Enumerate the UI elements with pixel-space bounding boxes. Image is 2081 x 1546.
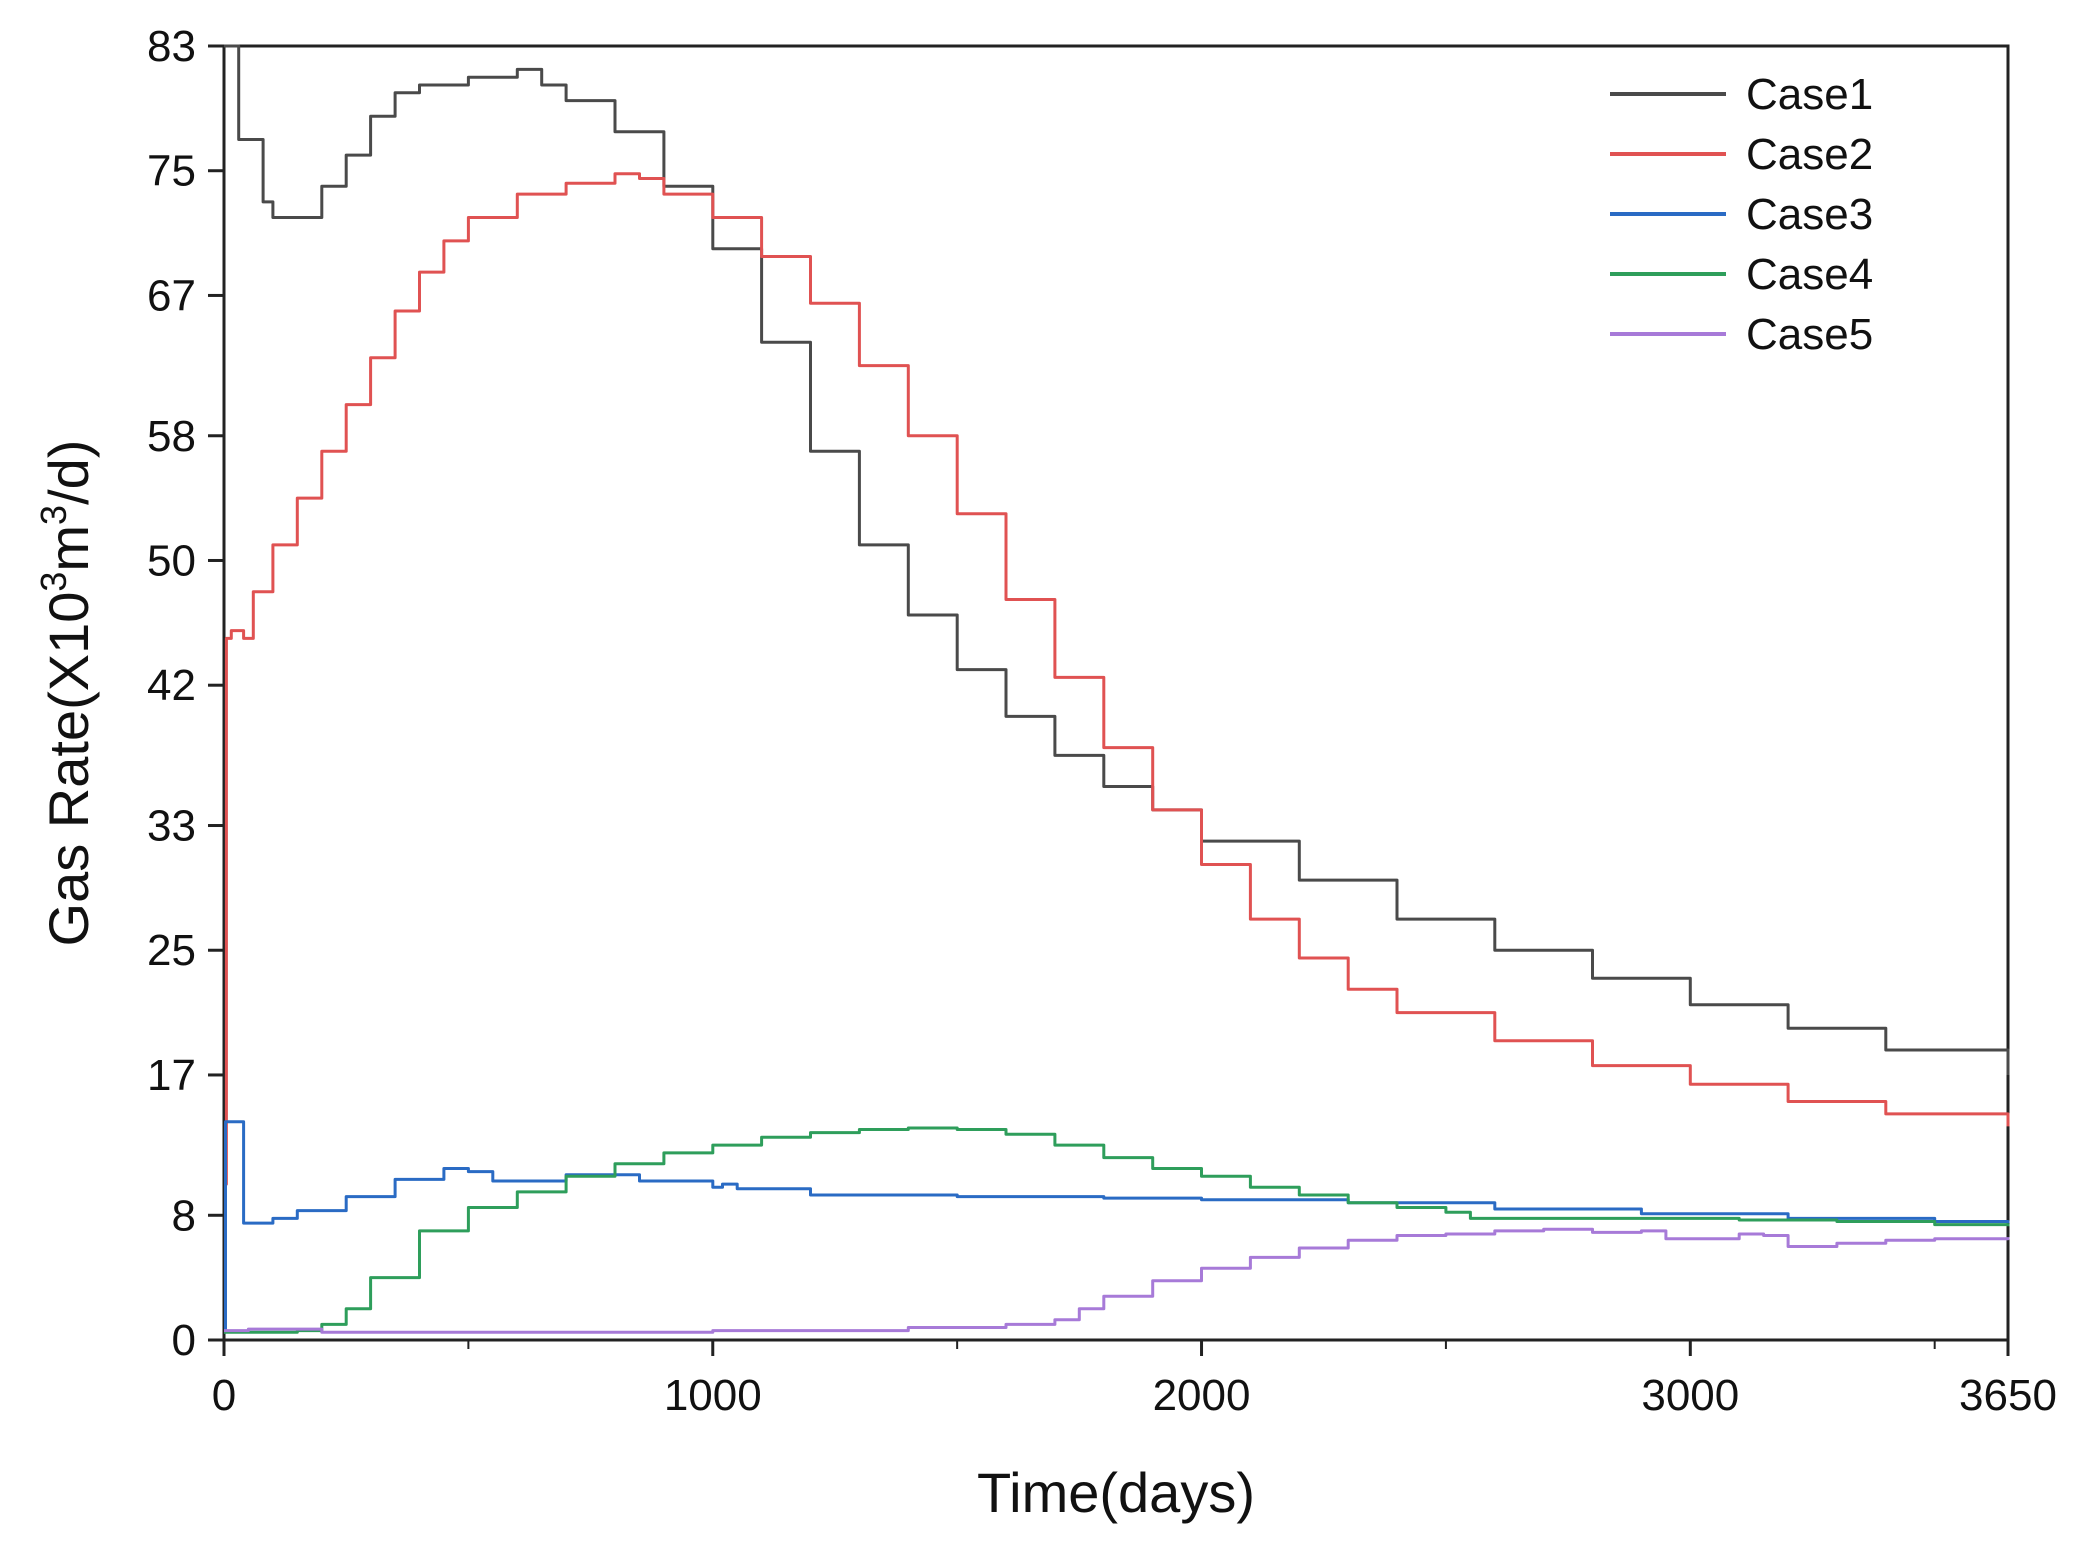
legend: Case1 Case2 Case3 Case4 Case5 — [1610, 70, 1873, 359]
legend-label-case2: Case2 — [1746, 130, 1873, 179]
legend-label-case5: Case5 — [1746, 310, 1873, 359]
plot-area — [222, 44, 2010, 1342]
y-tick-label-0: 0 — [172, 1316, 196, 1365]
y-axis-title-prefix: Gas Rate(X10 — [37, 592, 100, 947]
x-tick-label-1: 1000 — [664, 1371, 762, 1420]
x-tick-label-3: 3000 — [1641, 1371, 1739, 1420]
y-tick-label-8: 67 — [147, 271, 196, 320]
series-line-case3 — [224, 1120, 2010, 1334]
y-tick-label-9: 75 — [147, 147, 196, 196]
series-line-case2 — [224, 172, 2010, 1186]
y-tick-label-7: 58 — [147, 412, 196, 461]
y-tick-label-6: 50 — [147, 536, 196, 585]
legend-label-case4: Case4 — [1746, 250, 1873, 299]
y-tick-label-1: 8 — [172, 1191, 196, 1240]
series-line-case5 — [224, 1227, 2010, 1334]
legend-label-case3: Case3 — [1746, 190, 1873, 239]
x-axis-title: Time(days) — [977, 1461, 1255, 1524]
y-tick-label-5: 42 — [147, 661, 196, 710]
x-tick-label-4: 3650 — [1959, 1371, 2057, 1420]
x-tick-label-2: 2000 — [1153, 1371, 1251, 1420]
axes: 0 1000 2000 3000 3650 0 8 17 25 33 42 50 58 67 75 83 — [147, 22, 2057, 1420]
x-tick-label-0: 0 — [212, 1371, 236, 1420]
y-tick-label-2: 17 — [147, 1051, 196, 1100]
y-axis-title-sup1: 3 — [33, 572, 74, 592]
y-tick-label-4: 33 — [147, 802, 196, 851]
y-axis-title-suffix: /d) — [37, 440, 100, 505]
y-tick-label-10: 83 — [147, 22, 196, 71]
y-tick-label-3: 25 — [147, 926, 196, 975]
series-layer — [224, 44, 2010, 1334]
legend-label-case1: Case1 — [1746, 70, 1873, 119]
y-axis-title-mid: m — [37, 525, 100, 572]
y-axis-title-sup2: 3 — [33, 505, 74, 525]
series-line-case4 — [224, 1126, 2010, 1334]
y-axis-title: Gas Rate(X103m3/d) — [33, 440, 100, 947]
